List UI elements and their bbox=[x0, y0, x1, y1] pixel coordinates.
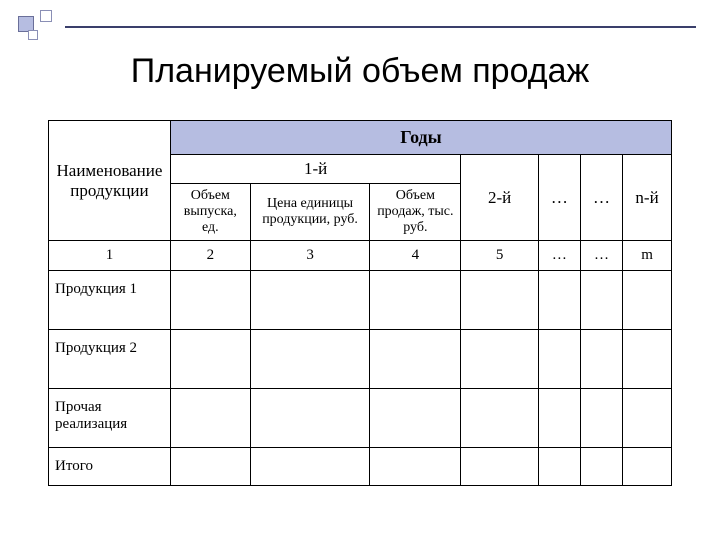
row-label-total: Итого bbox=[49, 448, 171, 486]
row-label: Прочая реализация bbox=[49, 389, 171, 448]
cell bbox=[538, 330, 580, 389]
colnum-4: 4 bbox=[370, 241, 461, 271]
cell bbox=[580, 330, 622, 389]
cell bbox=[580, 389, 622, 448]
table-row: Прочая реализация bbox=[49, 389, 672, 448]
col-header-dots2: … bbox=[580, 155, 622, 241]
col-header-years: Годы bbox=[170, 121, 671, 155]
cell bbox=[250, 448, 370, 486]
page-title: Планируемый объем продаж bbox=[0, 52, 720, 91]
cell bbox=[370, 448, 461, 486]
col-header-price: Цена единицы продукции, руб. bbox=[250, 184, 370, 241]
table-row-total: Итого bbox=[49, 448, 672, 486]
row-label: Продукция 1 bbox=[49, 271, 171, 330]
cell bbox=[580, 271, 622, 330]
cell bbox=[250, 330, 370, 389]
top-rule bbox=[65, 26, 696, 28]
colnum-2: 2 bbox=[170, 241, 250, 271]
col-header-sales: Объем продаж, тыс. руб. bbox=[370, 184, 461, 241]
slide: Планируемый объем продаж Наименование пр… bbox=[0, 0, 720, 540]
col-header-year1: 1-й bbox=[170, 155, 460, 184]
cell bbox=[623, 330, 672, 389]
cell bbox=[170, 448, 250, 486]
cell bbox=[461, 389, 539, 448]
colnum-1: 1 bbox=[49, 241, 171, 271]
col-header-dots1: … bbox=[538, 155, 580, 241]
colnum-6: … bbox=[538, 241, 580, 271]
table-row: Продукция 2 bbox=[49, 330, 672, 389]
cell bbox=[580, 448, 622, 486]
cell bbox=[250, 271, 370, 330]
col-header-year2: 2-й bbox=[461, 155, 539, 241]
col-header-name: Наименование продукции bbox=[49, 121, 171, 241]
colnum-m: m bbox=[623, 241, 672, 271]
table-row: Продукция 1 bbox=[49, 271, 672, 330]
row-label: Продукция 2 bbox=[49, 330, 171, 389]
cell bbox=[461, 330, 539, 389]
square-icon bbox=[40, 10, 52, 22]
colnum-7: … bbox=[580, 241, 622, 271]
colnum-3: 3 bbox=[250, 241, 370, 271]
corner-decoration bbox=[18, 10, 78, 50]
square-icon bbox=[28, 30, 38, 40]
cell bbox=[170, 271, 250, 330]
colnum-5: 5 bbox=[461, 241, 539, 271]
cell bbox=[623, 389, 672, 448]
col-header-volume: Объем выпуска, ед. bbox=[170, 184, 250, 241]
cell bbox=[623, 448, 672, 486]
cell bbox=[461, 271, 539, 330]
cell bbox=[170, 389, 250, 448]
cell bbox=[538, 448, 580, 486]
cell bbox=[370, 389, 461, 448]
cell bbox=[538, 389, 580, 448]
sales-table-container: Наименование продукции Годы 1-й 2-й … … … bbox=[48, 120, 672, 486]
cell bbox=[538, 271, 580, 330]
cell bbox=[370, 271, 461, 330]
cell bbox=[250, 389, 370, 448]
cell bbox=[170, 330, 250, 389]
table-header-row-1: Наименование продукции Годы bbox=[49, 121, 672, 155]
cell bbox=[623, 271, 672, 330]
cell bbox=[461, 448, 539, 486]
sales-table: Наименование продукции Годы 1-й 2-й … … … bbox=[48, 120, 672, 486]
table-colnum-row: 1 2 3 4 5 … … m bbox=[49, 241, 672, 271]
cell bbox=[370, 330, 461, 389]
col-header-yearn: n-й bbox=[623, 155, 672, 241]
